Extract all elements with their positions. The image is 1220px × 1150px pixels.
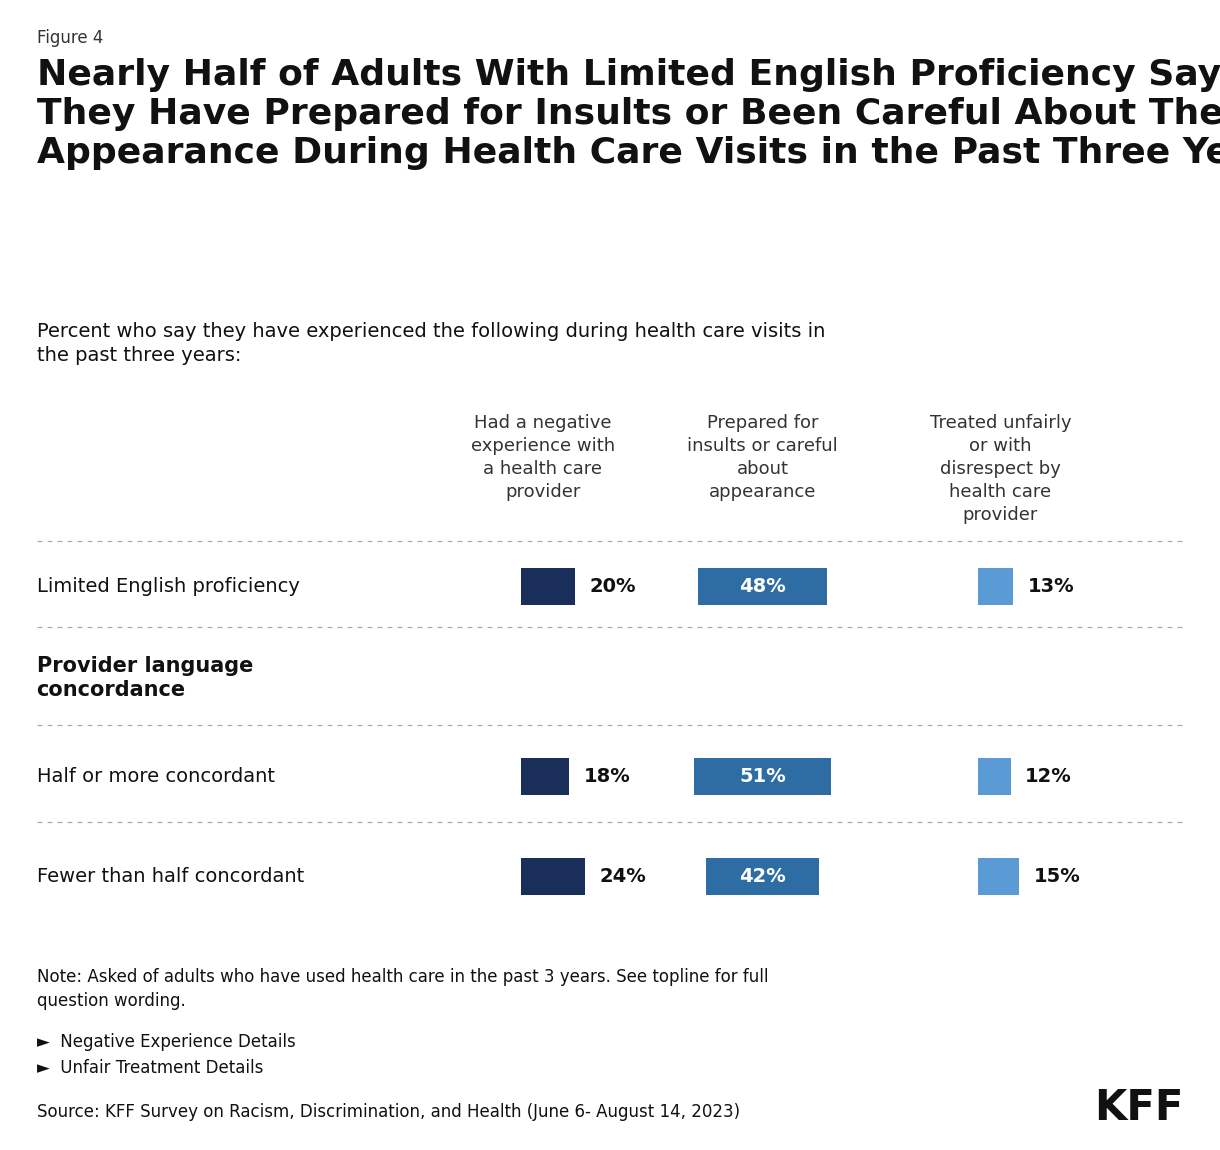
Text: 18%: 18% — [584, 767, 631, 785]
Text: 48%: 48% — [739, 577, 786, 596]
Text: Figure 4: Figure 4 — [37, 29, 102, 47]
Bar — [521, 568, 575, 605]
Text: 15%: 15% — [1033, 867, 1080, 886]
Text: 20%: 20% — [589, 577, 636, 596]
Bar — [694, 758, 831, 795]
Text: Nearly Half of Adults With Limited English Proficiency Say
They Have Prepared fo: Nearly Half of Adults With Limited Engli… — [37, 58, 1220, 170]
Text: Note: Asked of adults who have used health care in the past 3 years. See topline: Note: Asked of adults who have used heal… — [37, 968, 769, 1010]
Text: Provider language
concordance: Provider language concordance — [37, 657, 253, 700]
Text: Percent who say they have experienced the following during health care visits in: Percent who say they have experienced th… — [37, 322, 825, 366]
Text: KFF: KFF — [1094, 1087, 1183, 1129]
Text: Had a negative
experience with
a health care
provider: Had a negative experience with a health … — [471, 414, 615, 500]
Bar — [521, 858, 586, 895]
Text: 24%: 24% — [600, 867, 647, 886]
Bar — [978, 758, 1010, 795]
Bar — [706, 858, 819, 895]
Text: Limited English proficiency: Limited English proficiency — [37, 577, 299, 596]
Bar — [978, 568, 1014, 605]
Text: Fewer than half concordant: Fewer than half concordant — [37, 867, 304, 886]
Bar — [521, 758, 570, 795]
Text: Half or more concordant: Half or more concordant — [37, 767, 274, 785]
Text: Prepared for
insults or careful
about
appearance: Prepared for insults or careful about ap… — [687, 414, 838, 500]
Text: 42%: 42% — [739, 867, 786, 886]
Text: 13%: 13% — [1028, 577, 1075, 596]
Bar — [698, 568, 827, 605]
Text: 12%: 12% — [1025, 767, 1072, 785]
Text: ►  Negative Experience Details: ► Negative Experience Details — [37, 1033, 295, 1051]
Bar — [978, 858, 1019, 895]
Text: 51%: 51% — [739, 767, 786, 785]
Text: Treated unfairly
or with
disrespect by
health care
provider: Treated unfairly or with disrespect by h… — [930, 414, 1071, 523]
Text: ►  Unfair Treatment Details: ► Unfair Treatment Details — [37, 1059, 264, 1078]
Text: Source: KFF Survey on Racism, Discrimination, and Health (June 6- August 14, 202: Source: KFF Survey on Racism, Discrimina… — [37, 1103, 739, 1121]
